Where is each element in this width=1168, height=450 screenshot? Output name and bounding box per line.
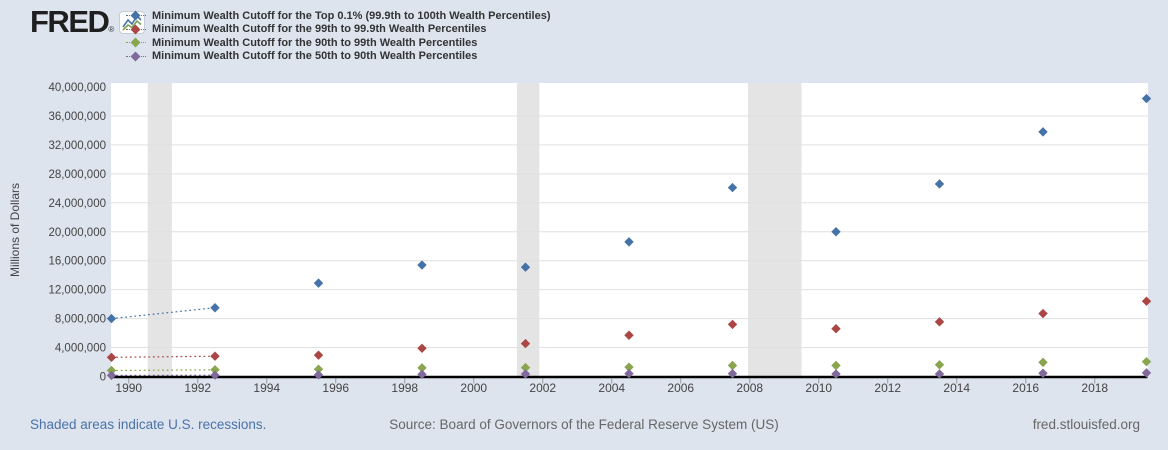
- data-point-series-1-year-2004[interactable]: [624, 237, 634, 247]
- data-point-series-2-year-1995[interactable]: [313, 350, 324, 360]
- data-point-series-1-year-1995[interactable]: [313, 278, 324, 288]
- data-point-series-2-year-2013[interactable]: [934, 317, 945, 327]
- plot-area[interactable]: [111, 83, 1148, 377]
- y-axis-title: Millions of Dollars: [8, 183, 22, 277]
- data-point-series-3-year-2004[interactable]: [624, 362, 634, 372]
- x-axis-tick-label: 2008: [736, 381, 763, 395]
- recession-band-1: [147, 83, 172, 377]
- registered-trademark-symbol: ®: [108, 25, 115, 34]
- fred-site-text: fred.stlouisfed.org: [1032, 417, 1140, 432]
- data-point-series-1-year-2010[interactable]: [831, 227, 841, 237]
- data-point-series-4-year-1989[interactable]: [106, 370, 117, 381]
- data-point-series-4-year-2010[interactable]: [831, 369, 841, 379]
- data-point-series-1-year-1989[interactable]: [106, 313, 117, 324]
- recession-band-2: [516, 83, 540, 377]
- x-axis-tick-label: 2018: [1081, 381, 1108, 395]
- y-axis-tick-label: 32,000,000: [48, 140, 106, 152]
- data-point-series-1-year-1992[interactable]: [210, 303, 220, 313]
- y-axis-tick-label: 36,000,000: [48, 111, 106, 123]
- x-axis-tick-label: 1992: [184, 381, 211, 395]
- data-point-series-4-year-1995[interactable]: [313, 370, 324, 380]
- data-point-series-3-year-1989[interactable]: [106, 365, 117, 376]
- data-point-series-3-year-2007[interactable]: [727, 360, 738, 371]
- legend-marker-diamond-icon: [126, 24, 146, 35]
- data-point-series-4-year-1992[interactable]: [210, 370, 220, 380]
- x-axis-tick-label: 1998: [391, 381, 418, 395]
- y-axis-tick-label: 8,000,000: [55, 314, 106, 326]
- x-axis-tick-label: 2004: [598, 381, 625, 395]
- legend-marker-diamond-icon: [126, 51, 146, 62]
- data-point-series-2-year-2010[interactable]: [831, 324, 841, 334]
- data-point-series-4-year-2001[interactable]: [520, 369, 531, 379]
- data-point-series-2-year-1989[interactable]: [106, 352, 117, 363]
- x-axis-tick-label: 2000: [460, 381, 487, 395]
- x-axis-tick-label: 2016: [1012, 381, 1039, 395]
- data-point-series-2-year-2007[interactable]: [727, 319, 738, 330]
- data-point-series-3-year-2013[interactable]: [934, 360, 945, 370]
- legend-label: Minimum Wealth Cutoff for the 50th to 90…: [152, 50, 478, 63]
- legend-label: Minimum Wealth Cutoff for the 90th to 99…: [152, 36, 478, 49]
- data-point-series-4-year-2016[interactable]: [1038, 368, 1048, 378]
- data-point-series-1-year-2013[interactable]: [934, 179, 945, 189]
- y-axis-tick-label: 24,000,000: [48, 198, 106, 210]
- recession-note-link[interactable]: Shaded areas indicate U.S. recessions.: [30, 417, 267, 432]
- data-point-series-2-year-2004[interactable]: [624, 330, 634, 340]
- x-axis-tick-label: 1990: [115, 381, 142, 395]
- recession-band-3: [748, 83, 802, 377]
- source-text: Source: Board of Governors of the Federa…: [389, 417, 779, 432]
- data-point-series-3-year-2019[interactable]: [1141, 356, 1152, 367]
- legend-item-series-3[interactable]: Minimum Wealth Cutoff for the 90th to 99…: [126, 36, 551, 50]
- x-axis-tick-label: 2006: [667, 381, 694, 395]
- data-point-series-4-year-2013[interactable]: [934, 369, 945, 379]
- legend-label: Minimum Wealth Cutoff for the Top 0.1% (…: [152, 9, 551, 22]
- x-axis-tick-label: 2012: [874, 381, 901, 395]
- y-axis-tick-label: 12,000,000: [48, 285, 106, 297]
- data-point-series-1-year-2019[interactable]: [1141, 93, 1152, 104]
- data-point-series-1-year-2001[interactable]: [520, 262, 531, 272]
- fred-logo-text: FRED: [30, 4, 110, 39]
- data-point-series-1-year-1998[interactable]: [417, 260, 427, 270]
- data-point-series-2-year-2016[interactable]: [1038, 308, 1048, 319]
- data-point-series-4-year-2019[interactable]: [1141, 368, 1152, 378]
- legend-item-series-2[interactable]: Minimum Wealth Cutoff for the 99th to 99…: [126, 23, 551, 37]
- series-2-dotted-line: [111, 355, 216, 358]
- y-axis-tick-label: 40,000,000: [48, 82, 106, 94]
- x-axis-tick-label: 2010: [805, 381, 832, 395]
- data-point-series-2-year-2019[interactable]: [1141, 296, 1152, 306]
- x-axis-tick-label: 1996: [322, 381, 349, 395]
- legend-item-series-4[interactable]: Minimum Wealth Cutoff for the 50th to 90…: [126, 50, 551, 64]
- y-axis-tick-label: 16,000,000: [48, 256, 106, 268]
- data-point-series-2-year-1998[interactable]: [417, 343, 427, 353]
- y-axis-tick-label: 4,000,000: [55, 343, 106, 355]
- x-axis-tick-label: 2002: [529, 381, 556, 395]
- data-point-series-4-year-2004[interactable]: [624, 368, 634, 379]
- data-point-series-3-year-1995[interactable]: [313, 364, 324, 374]
- data-point-series-4-year-1998[interactable]: [417, 369, 427, 380]
- series-1-dotted-line: [111, 307, 216, 320]
- chart-footer: Shaded areas indicate U.S. recessions. S…: [0, 417, 1168, 437]
- legend-marker-diamond-icon: [126, 10, 146, 21]
- x-axis-tick-label: 2014: [943, 381, 970, 395]
- y-axis-tick-label: 0: [100, 372, 106, 384]
- legend-label: Minimum Wealth Cutoff for the 99th to 99…: [152, 23, 487, 36]
- data-point-series-3-year-2010[interactable]: [831, 360, 841, 371]
- y-axis-tick-label: 28,000,000: [48, 169, 106, 181]
- legend-item-series-1[interactable]: Minimum Wealth Cutoff for the Top 0.1% (…: [126, 9, 551, 23]
- series-3-dotted-line: [111, 369, 216, 372]
- data-point-series-3-year-1998[interactable]: [417, 363, 427, 373]
- data-point-series-3-year-2001[interactable]: [520, 362, 531, 373]
- data-point-series-2-year-2001[interactable]: [520, 338, 531, 349]
- legend-marker-diamond-icon: [126, 37, 146, 48]
- data-point-series-1-year-2007[interactable]: [727, 182, 738, 193]
- data-point-series-3-year-2016[interactable]: [1038, 357, 1048, 368]
- data-point-series-4-year-2007[interactable]: [727, 368, 738, 379]
- legend: Minimum Wealth Cutoff for the Top 0.1% (…: [126, 9, 551, 63]
- data-point-series-2-year-1992[interactable]: [210, 351, 220, 361]
- data-point-series-3-year-1992[interactable]: [210, 365, 220, 375]
- data-point-series-1-year-2016[interactable]: [1038, 127, 1048, 137]
- y-axis-tick-label: 20,000,000: [48, 227, 106, 239]
- x-axis-tick-label: 1994: [253, 381, 280, 395]
